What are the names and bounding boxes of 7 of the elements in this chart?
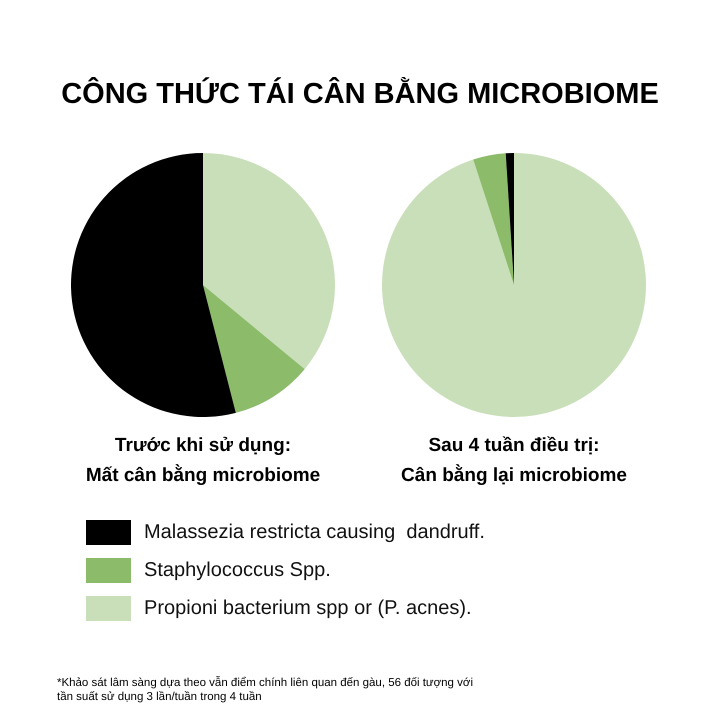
text: *Khảo sát lâm sàng dựa theo vẫn điểm chính liên quan đến gàu, 56 đối tượng với tần suất sử dụng 3 lần/tuần trong 4 tuần — [57, 676, 474, 704]
legend-label: Malassezia restricta causing dandruff. — [144, 521, 485, 544]
slice-label: Sau 4 tuần điều trị: Cân bằng lại microbiome — [400, 434, 628, 488]
legend-label: Staphylococcus Spp. — [144, 559, 331, 582]
chart-title: CÔNG THỨC TÁI CÂN BẰNG MICROBIOME — [60, 76, 660, 112]
legend-label: Propioni bacterium spp or (P. acnes). — [144, 597, 472, 620]
slice-label: Trước khi sử dụng: Mất cân bằng microbiome — [84, 434, 322, 488]
